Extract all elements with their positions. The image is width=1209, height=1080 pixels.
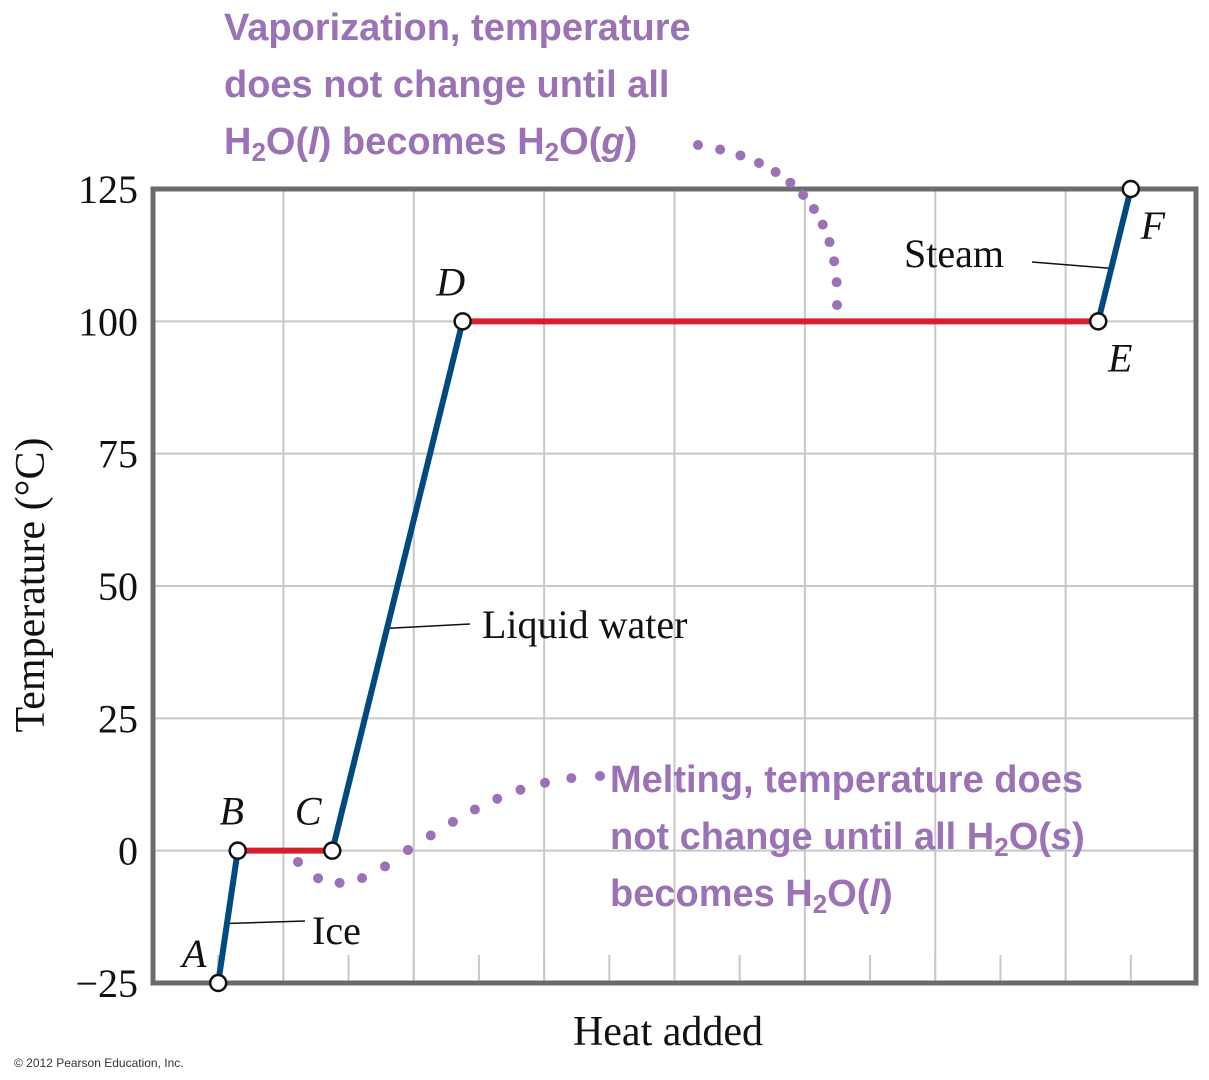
phase-label: Steam	[904, 231, 1004, 276]
melting-dot	[595, 771, 605, 781]
point-label-F: F	[1140, 203, 1166, 248]
leader-line	[1031, 261, 1112, 270]
vaporization-dot	[832, 300, 842, 310]
y-tick-labels: 125 100 75 50 25 0 −25	[75, 167, 138, 1006]
melting-dot	[469, 804, 480, 815]
point-marker-A	[208, 973, 228, 993]
phase-label: Ice	[312, 908, 361, 953]
melting-dot	[425, 830, 436, 841]
melting-dot	[293, 857, 303, 867]
vaporization-dot	[715, 144, 726, 155]
leader-line	[386, 623, 471, 630]
melting-dot	[313, 873, 324, 884]
melting-dot	[492, 793, 503, 804]
vaporization-dot	[824, 237, 835, 248]
vaporization-dot	[693, 140, 703, 150]
vaporization-dot	[808, 203, 819, 214]
leader-line	[226, 920, 306, 925]
grid	[153, 189, 1196, 983]
point-marker-E	[1088, 312, 1108, 331]
vaporization-dot	[831, 277, 842, 288]
phase-labels: Ice Liquid water Steam	[312, 231, 1004, 953]
vaporization-dot	[829, 256, 840, 267]
vaporization-dot	[770, 167, 781, 178]
annotation-dots	[293, 140, 842, 888]
point-label-E: E	[1107, 335, 1132, 380]
vaporization-dot	[785, 177, 796, 188]
melting-dot	[539, 777, 550, 788]
vaporization-annotation-line: H2O(l) becomes H2O(g)	[224, 121, 637, 167]
vaporization-annotation-line: does not change until all	[224, 64, 669, 106]
y-tick-label: 50	[98, 564, 138, 609]
point-label-D: D	[435, 259, 465, 304]
point-markers	[208, 179, 1141, 993]
melting-dot	[380, 861, 391, 872]
melting-annotation-line: Melting, temperature does	[610, 759, 1083, 801]
y-tick-label: 100	[78, 299, 138, 344]
x-axis-label: Heat added	[573, 1009, 763, 1055]
y-axis-label: Temperature (°C)	[8, 438, 54, 733]
point-marker-D	[453, 312, 472, 331]
segment-AB	[215, 850, 241, 984]
segment-CD	[329, 320, 466, 852]
annotations: Vaporization, temperature does not change…	[224, 7, 1085, 919]
point-marker-B	[228, 841, 247, 860]
point-label-C: C	[295, 789, 323, 834]
melting-dot	[357, 873, 368, 884]
point-label-B: B	[220, 789, 244, 834]
point-labels: A B C D E F	[179, 203, 1166, 976]
melting-annotation-line: becomes H2O(l)	[610, 873, 893, 919]
phase-label: Liquid water	[482, 602, 688, 647]
vaporization-dot	[753, 157, 764, 168]
y-tick-label: −25	[75, 961, 138, 1006]
vaporization-annotation-line: Vaporization, temperature	[224, 7, 691, 49]
melting-dot	[447, 816, 458, 827]
melting-dot	[515, 784, 526, 795]
plot-frame	[150, 186, 1199, 986]
copyright-notice: © 2012 Pearson Education, Inc.	[14, 1056, 184, 1070]
point-label-A: A	[179, 931, 207, 976]
y-tick-label: 25	[98, 696, 138, 741]
x-ticks	[217, 955, 1132, 983]
vaporization-dot	[735, 150, 746, 161]
y-tick-label: 0	[118, 829, 138, 874]
vaporization-dot	[798, 190, 809, 200]
phase-leader-lines	[226, 261, 1112, 925]
melting-dot	[566, 773, 577, 784]
y-tick-label: 125	[78, 167, 138, 212]
point-marker-F	[1121, 179, 1141, 199]
point-marker-C	[323, 841, 342, 860]
melting-annotation-line: not change until all H2O(s)	[610, 816, 1085, 862]
segment-EF	[1095, 188, 1134, 323]
melting-dot	[403, 845, 413, 855]
vaporization-dot	[817, 219, 828, 230]
curve-segments	[215, 188, 1134, 984]
melting-dot	[334, 877, 345, 888]
y-tick-label: 75	[98, 432, 138, 477]
